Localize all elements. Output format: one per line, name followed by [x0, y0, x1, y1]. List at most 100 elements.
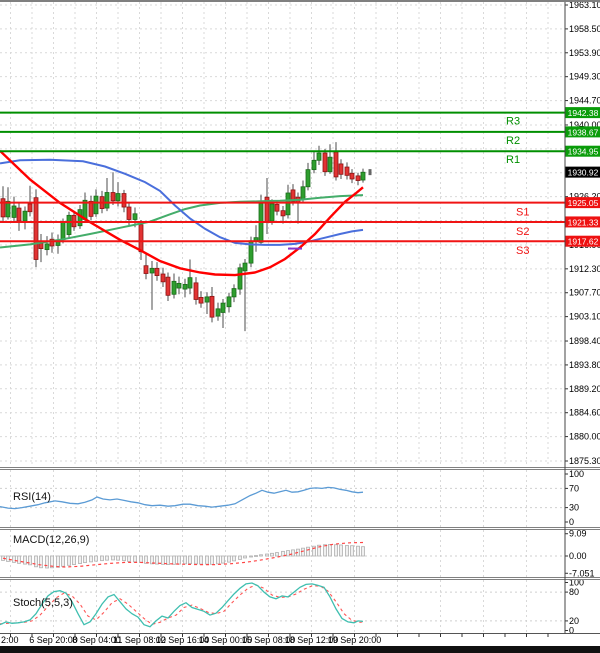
macd-histogram-bar [312, 545, 316, 557]
ma-line-green [0, 194, 364, 249]
macd-histogram-bar [111, 555, 115, 561]
support-S1-badge-text: 1925.05 [568, 198, 599, 208]
support-S2-badge-text: 1921.33 [568, 217, 599, 227]
candle-body [300, 186, 306, 200]
stoch-axis-label: 80 [569, 587, 579, 597]
price-axis-label: 1889.20 [569, 384, 600, 394]
price-axis-label: 1926.20 [569, 192, 600, 202]
support-S3-badge-text: 1917.62 [568, 237, 599, 247]
macd-histogram-bar [301, 547, 305, 557]
candle-body [160, 273, 166, 283]
candle-body [171, 280, 177, 295]
macd-histogram-bar [144, 555, 148, 564]
price-axis-label: 1944.70 [569, 96, 600, 106]
macd-histogram-bar [350, 545, 354, 557]
time-axis-label: 18 Sep 12:00 [285, 635, 339, 645]
macd-histogram-bar [306, 546, 310, 557]
candle-body [209, 295, 215, 318]
candle-body [27, 203, 33, 213]
candle-body [311, 159, 317, 171]
candle-body [66, 214, 72, 235]
candle-body [316, 152, 322, 161]
macd-histogram-bar [199, 555, 203, 565]
candle-body [110, 192, 116, 202]
candle-body [93, 195, 99, 215]
macd-histogram-bar [161, 555, 165, 565]
macd-histogram-bar [177, 555, 181, 565]
time-axis-label: 19 Sep 20:00 [328, 635, 382, 645]
candle-body [11, 205, 17, 218]
macd-histogram-bar [34, 555, 38, 568]
macd-histogram-bar [243, 555, 247, 559]
macd-histogram-bar [227, 555, 231, 563]
current-price-badge [565, 166, 600, 178]
latest-price-marker [368, 169, 372, 176]
macd-axis-label: 0.00 [569, 551, 587, 561]
candle-body [280, 210, 286, 217]
macd-histogram-bar [361, 546, 365, 557]
macd-histogram-bar [328, 544, 332, 557]
candle-body [349, 172, 355, 180]
macd-histogram-bar [275, 552, 279, 557]
rsi-axis-label: 100 [569, 469, 584, 479]
macd-histogram-bar [133, 555, 137, 563]
macd-histogram-bar [67, 555, 71, 566]
candle-body [132, 213, 138, 220]
macd-axis-label: -7.051 [569, 568, 595, 578]
candle-body [149, 267, 155, 274]
candle-body [322, 152, 328, 173]
candle-body [215, 308, 221, 317]
rsi-axis-label: 70 [569, 483, 579, 493]
time-axis-label: 12 Sep 16:00 [156, 635, 210, 645]
candle-body [165, 276, 171, 296]
current-price-badge-text: 1930.92 [568, 168, 599, 178]
macd-histogram-bar [291, 549, 295, 557]
macd-histogram-bar [12, 555, 16, 563]
support-label-S1: S1 [516, 207, 529, 219]
macd-histogram-bar [166, 555, 170, 565]
top-border [0, 0, 600, 2]
time-axis-label: 6 Sep 20:00 [29, 635, 78, 645]
price-axis-label: 1884.60 [569, 408, 600, 418]
rsi-line [0, 486, 364, 510]
candle-body [327, 156, 333, 173]
macd-histogram-bar [356, 545, 360, 557]
macd-histogram-bar [216, 555, 220, 565]
resistance-R3-badge [565, 107, 600, 119]
macd-histogram-bar [72, 555, 76, 565]
macd-histogram-bar [56, 555, 60, 568]
candle-body [198, 297, 204, 304]
resistance-label-R3: R3 [506, 116, 520, 128]
price-axis-label: 1912.30 [569, 264, 600, 274]
candle-body [242, 262, 248, 272]
macd-histogram-bar [265, 553, 269, 557]
macd-histogram-bar [317, 544, 321, 557]
macd-histogram-bar [259, 554, 263, 557]
macd-histogram-bar [150, 555, 154, 565]
candle-body [226, 296, 232, 308]
resistance-R3-badge-text: 1942.38 [568, 108, 599, 118]
macd-histogram-bar [39, 555, 43, 569]
candle-body [344, 166, 350, 176]
candle-body [231, 288, 237, 298]
candle-body [237, 267, 243, 290]
price-axis-label: 1953.90 [569, 48, 600, 58]
macd-histogram-bar [286, 550, 290, 557]
macd-histogram-bar [50, 555, 54, 569]
price-axis-label: 1898.40 [569, 336, 600, 346]
macd-histogram-bar [249, 555, 253, 558]
candle-body [0, 198, 6, 218]
candle-body [305, 169, 311, 188]
resistance-R2-badge-text: 1938.67 [568, 127, 599, 137]
price-axis-label: 1893.80 [569, 360, 600, 370]
candle-body [338, 163, 344, 175]
support-label-S2: S2 [516, 226, 529, 238]
time-axis-label: 15 Sep 08:00 [242, 635, 296, 645]
macd-histogram-bar [83, 555, 87, 564]
candle-body [143, 265, 149, 274]
candle-body [121, 193, 127, 208]
macd-histogram-bar [61, 555, 65, 567]
time-axis-label: 14 Sep 00:00 [199, 635, 253, 645]
